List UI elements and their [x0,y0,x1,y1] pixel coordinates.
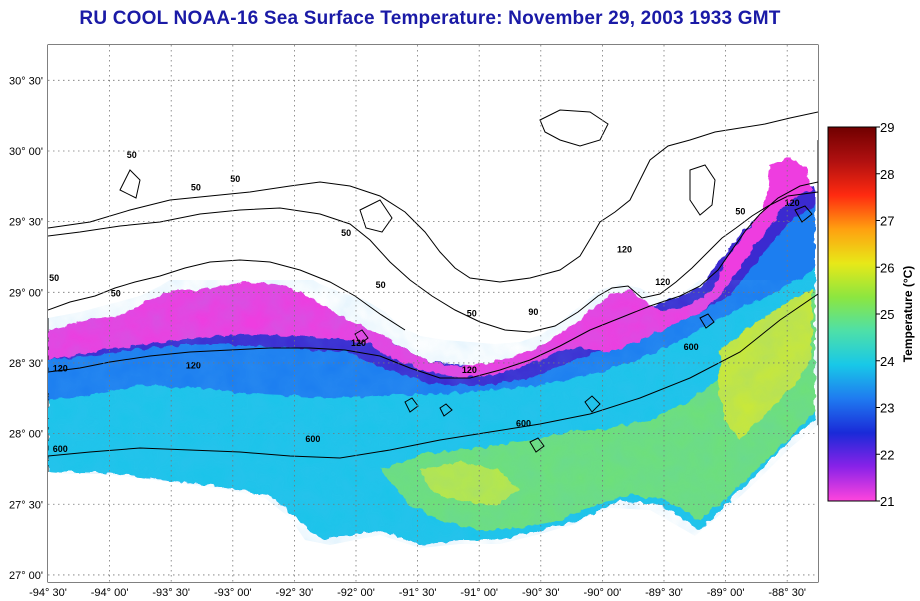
contour-label: 50 [49,273,59,283]
contour-label: 120 [186,361,201,371]
lon-tick-label: -89° 00' [707,587,745,599]
contour-label: 90 [528,307,538,317]
contour-label: 50 [111,289,121,299]
colorbar-tick-label: 22 [880,447,894,462]
colorbar-tick-label: 24 [880,354,894,369]
latitude-tick-labels: 30° 30' 30° 00' 29° 30' 29° 00' 28° 30' 28° 0… [9,75,43,582]
contour-label: 50 [127,150,137,160]
contour-label: 120 [617,245,632,255]
lat-tick-label: 28° 00' [9,429,43,441]
lon-tick-label: -94° 00' [91,587,129,599]
colorbar-title: Temperature (°C) [901,266,915,363]
cloud-mask-south [48,425,818,582]
coastline-inner-bays [119,109,716,233]
contour-label: 600 [305,434,320,444]
contour-label: 120 [53,363,68,373]
colorbar-tick-label: 21 [880,494,894,509]
colorbar-tick-labels: 29 28 27 26 25 24 23 22 21 [876,120,894,509]
colorbar-tick-label: 23 [880,401,894,416]
graticule-grid [48,45,818,582]
lat-tick-label: 27° 30' [9,499,43,511]
lat-tick-label: 27° 00' [9,570,43,582]
contour-label: 120 [785,198,800,208]
contour-50-west [48,259,406,331]
longitude-tick-labels: -94° 30' -94° 00' -93° 30' -93° 00' -92° 30'… [29,587,806,599]
lon-tick-label: -90° 30' [522,587,560,599]
lon-tick-label: -88° 30' [768,587,806,599]
contour-label: 600 [516,419,531,429]
lat-tick-label: 28° 30' [9,358,43,370]
lat-tick-label: 29° 30' [9,217,43,229]
lat-tick-label: 30° 30' [9,75,43,87]
contour-120 [48,181,818,379]
map-title: RU COOL NOAA-16 Sea Surface Temperature:… [79,8,781,29]
contour-label: 50 [191,183,201,193]
lon-tick-label: -92° 30' [276,587,314,599]
lon-tick-label: -93° 00' [214,587,252,599]
contour-label: 50 [341,228,351,238]
contour-label: 50 [376,280,386,290]
lon-tick-label: -90° 00' [584,587,622,599]
lat-tick-label: 29° 00' [9,287,43,299]
contour-label: 120 [351,338,366,348]
colorbar-tick-label: 27 [880,214,894,229]
colorbar-tick-label: 28 [880,167,894,182]
lon-tick-label: -89° 30' [645,587,683,599]
contour-label: 600 [53,444,68,454]
contour-600 [48,293,818,459]
contour-labels: 50 50 50 50 50 50 50 50 90 120 120 120 120 120 120 120 5… [49,150,799,454]
lon-tick-label: -91° 30' [399,587,437,599]
colorbar-tick-label: 26 [880,260,894,275]
contour-50 [48,191,818,333]
contour-label: 50 [735,207,745,217]
land-mask [48,45,818,344]
contour-label: 50 [230,174,240,184]
temperature-colorbar: 29 28 27 26 25 24 23 22 21 Temperature (°C) [827,120,915,509]
sst-data-layer [48,45,818,582]
lon-tick-label: -92° 00' [337,587,375,599]
contour-label: 120 [462,365,477,375]
contour-label: 600 [684,342,699,352]
coastline [48,111,818,283]
lon-tick-label: -91° 00' [460,587,498,599]
lat-tick-label: 30° 00' [9,146,43,158]
contour-label: 50 [467,308,477,318]
cloud-mask-east [760,430,818,582]
lon-tick-label: -93° 30' [152,587,190,599]
colorbar-gradient [827,126,877,502]
lon-tick-label: -94° 30' [29,587,67,599]
colorbar-tick-label: 25 [880,307,894,322]
colorbar-tick-label: 29 [880,120,894,135]
contour-label: 120 [655,277,670,287]
